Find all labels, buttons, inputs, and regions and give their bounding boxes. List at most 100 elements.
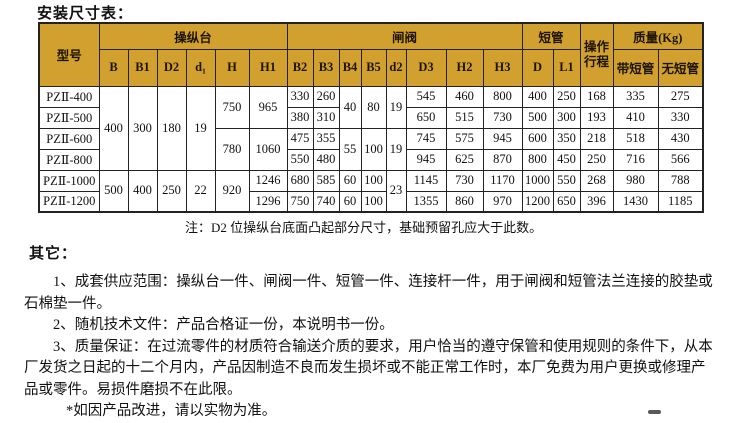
col-header-D3: D3: [405, 48, 447, 87]
value-cell: 945: [405, 148, 447, 171]
value-cell: 740: [312, 190, 340, 213]
value-cell: 400: [521, 85, 554, 108]
value-cell: 410: [612, 106, 659, 129]
value-cell: 1296: [248, 190, 288, 213]
col-header-d2: d2: [385, 48, 407, 87]
value-cell: 575: [445, 127, 484, 150]
value-cell: 625: [445, 148, 484, 171]
col-header-with-pipe: 带短管: [612, 48, 659, 87]
value-cell: 920: [214, 169, 250, 213]
value-cell: 450: [552, 148, 581, 171]
value-cell: 396: [579, 190, 614, 213]
value-cell: 19: [385, 127, 407, 171]
value-cell: 19: [385, 85, 407, 129]
table-row: PZⅡ-600 780 1060 475 355 55 100 19 745 575 945 600 3…: [38, 127, 704, 171]
model-cell: PZⅡ-500: [38, 106, 100, 129]
col-header-operating-stroke: 操作 行程: [579, 22, 614, 87]
value-cell: 716: [612, 148, 659, 171]
value-cell: 180: [156, 85, 187, 171]
value-cell: 800: [521, 148, 554, 171]
value-cell: 788: [657, 169, 704, 192]
value-cell: 1170: [482, 169, 523, 192]
value-cell: 680: [286, 169, 314, 192]
value-cell: 730: [482, 106, 523, 129]
value-cell: 545: [405, 85, 447, 108]
footnote: *如因产品改进，请以实物为准。: [66, 403, 277, 419]
value-cell: 1246: [248, 169, 288, 192]
value-cell: 1430: [612, 190, 659, 213]
value-cell: 80: [360, 85, 387, 129]
value-cell: 250: [579, 148, 614, 171]
paragraph-supply-scope: 1、成套供应范围：操纵台一件、闸阀一件、短管一件、连接杆一件，用于闸阀和短管法兰…: [24, 274, 713, 312]
value-cell: 1145: [405, 169, 447, 192]
paragraph-technical-documents: 2、随机技术文件：产品合格证一份，本说明书一份。: [53, 317, 394, 333]
value-cell: 500: [521, 106, 554, 129]
value-cell: 780: [214, 127, 250, 171]
dimension-table: 型号 操纵台 闸阀 短管 操作 行程 质量(Kg) B B1 D2 d₁ H H…: [38, 22, 704, 213]
value-cell: 250: [552, 85, 581, 108]
value-cell: 355: [312, 127, 340, 150]
table-row: PZⅡ-800 550 480 945 625 870 800 450 250 716 566: [38, 148, 704, 171]
value-cell: 268: [579, 169, 614, 192]
value-cell: 600: [521, 127, 554, 150]
col-header-B5: B5: [360, 48, 387, 87]
value-cell: 460: [445, 85, 484, 108]
model-cell: PZⅡ-800: [38, 148, 100, 171]
value-cell: 750: [214, 85, 250, 129]
model-cell: PZⅡ-400: [38, 85, 100, 108]
col-header-H2: H2: [445, 48, 484, 87]
value-cell: 550: [552, 169, 581, 192]
value-cell: 965: [248, 85, 288, 129]
table-row: PZⅡ-1000 500 400 250 22 920 1246 680 585 60 100 23 1…: [38, 169, 704, 213]
value-cell: 100: [360, 127, 387, 171]
col-header-H: H: [214, 48, 250, 87]
value-cell: 1000: [521, 169, 554, 192]
value-cell: 566: [657, 148, 704, 171]
col-header-d1: d₁: [185, 48, 216, 87]
value-cell: 275: [657, 85, 704, 108]
value-cell: 330: [657, 106, 704, 129]
value-cell: 300: [127, 85, 158, 171]
model-cell: PZⅡ-600: [38, 127, 100, 150]
group-header-gate-valve: 闸阀: [286, 22, 523, 50]
table-row: PZⅡ-500 380 310 650 515 730 500 300 193 410 330: [38, 106, 704, 129]
value-cell: 430: [657, 127, 704, 150]
value-cell: 585: [312, 169, 340, 192]
table-body: PZⅡ-400 400 300 180 19 750 965 330 260 40 80 19 545 4…: [38, 85, 704, 213]
model-cell: PZⅡ-1000: [38, 169, 100, 192]
value-cell: 100: [360, 190, 387, 213]
table-row: PZⅡ-400 400 300 180 19 750 965 330 260 40 80 19 545 4…: [38, 85, 704, 171]
value-cell: 193: [579, 106, 614, 129]
value-cell: 55: [338, 127, 362, 171]
value-cell: 650: [405, 106, 447, 129]
value-cell: 330: [286, 85, 314, 108]
value-cell: 60: [338, 169, 362, 192]
value-cell: 22: [185, 169, 216, 213]
others-heading: 其它：: [29, 246, 78, 262]
col-header-without-pipe: 无短管: [657, 48, 704, 87]
value-cell: 350: [552, 127, 581, 150]
page-title: 安装尺寸表：: [37, 6, 134, 22]
value-cell: 800: [482, 85, 523, 108]
value-cell: 980: [612, 169, 659, 192]
value-cell: 745: [405, 127, 447, 150]
value-cell: 1185: [657, 190, 704, 213]
value-cell: 260: [312, 85, 340, 108]
value-cell: 19: [185, 85, 216, 171]
value-cell: 310: [312, 106, 340, 129]
value-cell: 1200: [521, 190, 554, 213]
value-cell: 400: [98, 85, 129, 171]
value-cell: 218: [579, 127, 614, 150]
table-row: PZⅡ-1200 1296 750 740 60 100 1355 860 970 1200 650…: [38, 190, 704, 213]
value-cell: 60: [338, 190, 362, 213]
value-cell: 730: [445, 169, 484, 192]
col-header-B3: B3: [312, 48, 340, 87]
value-cell: 870: [482, 148, 523, 171]
col-header-B: B: [98, 48, 129, 87]
group-header-short-pipe: 短管: [521, 22, 581, 50]
group-header-console: 操纵台: [98, 22, 288, 50]
col-header-H1: H1: [248, 48, 288, 87]
value-cell: 23: [385, 169, 407, 213]
value-cell: 40: [338, 85, 362, 129]
value-cell: 335: [612, 85, 659, 108]
